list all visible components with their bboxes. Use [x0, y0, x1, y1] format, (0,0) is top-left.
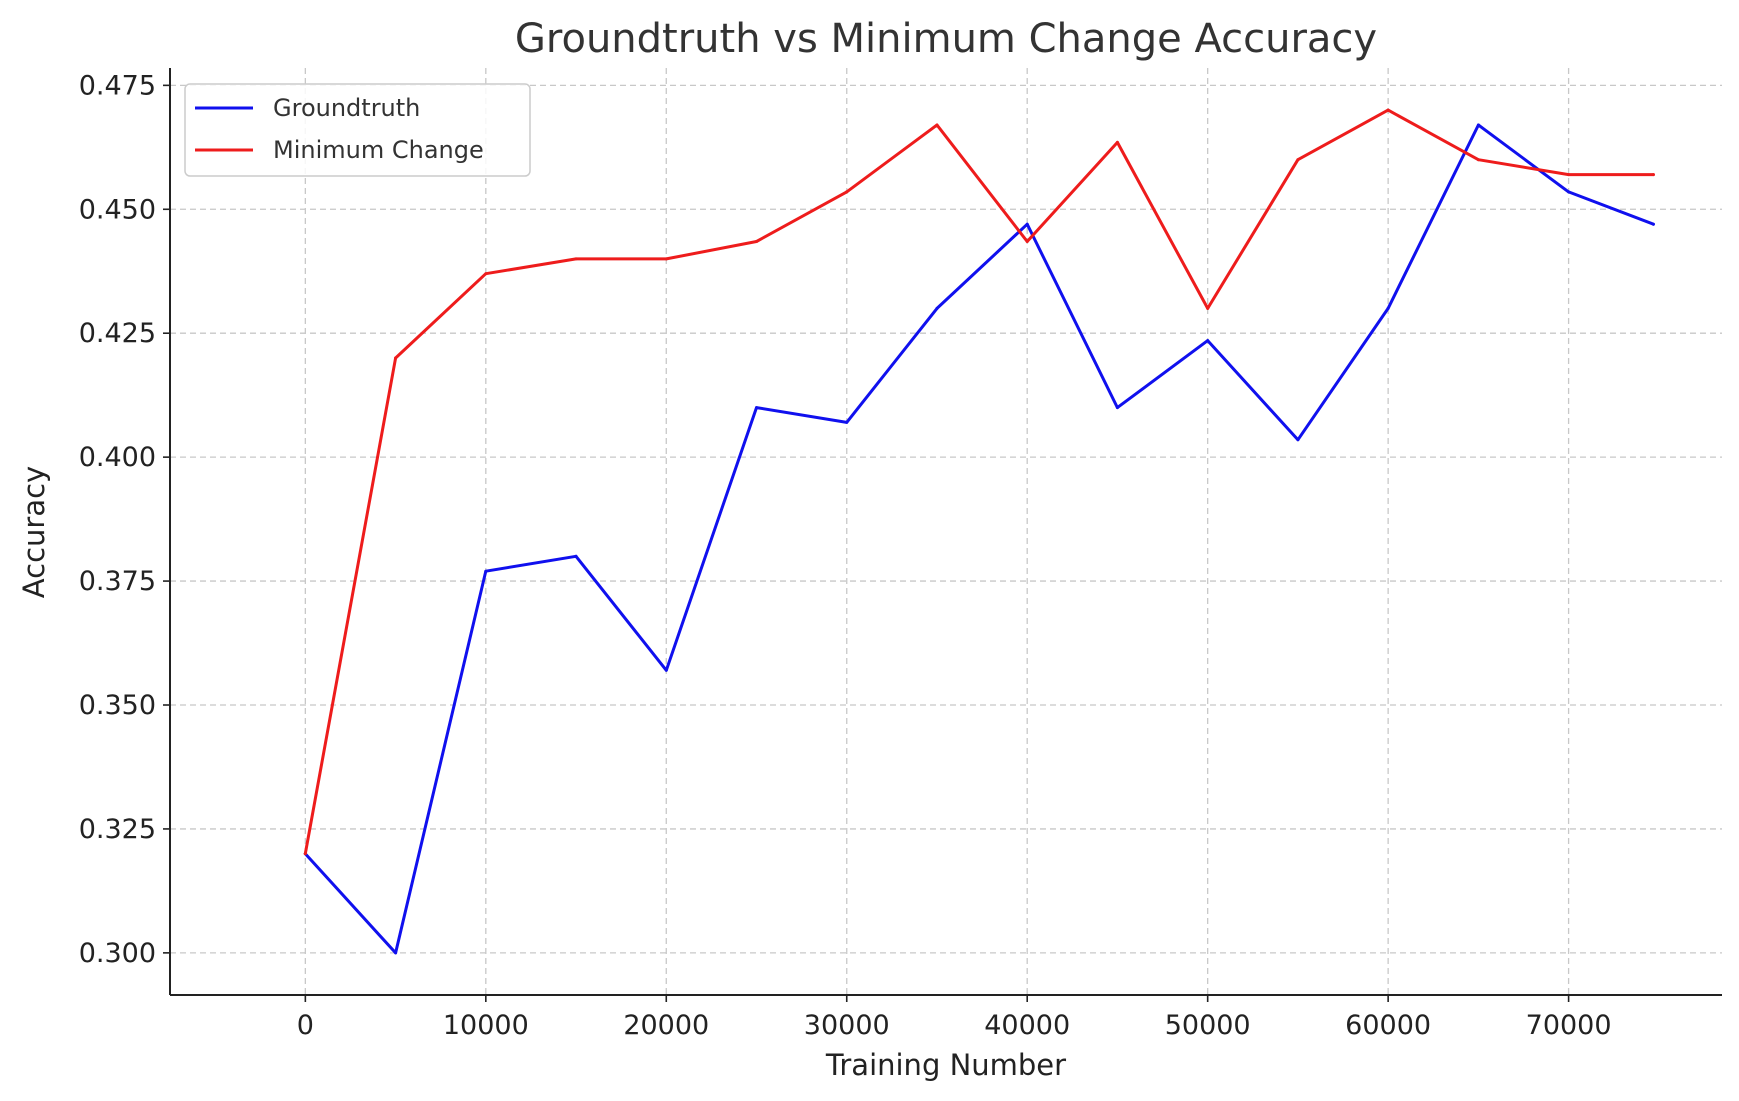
x-tick-label: 70000	[1526, 1010, 1612, 1041]
legend-label-groundtruth: Groundtruth	[273, 94, 420, 122]
y-ticks: 0.300 0.325 0.350 0.375 0.400 0.425 0.450 0.475	[79, 70, 170, 969]
grid	[170, 68, 1722, 995]
x-tick-label: 50000	[1165, 1010, 1251, 1041]
data-point-minimum-change	[755, 240, 758, 243]
x-tick-label: 10000	[443, 1010, 529, 1041]
data-point-groundtruth	[484, 569, 488, 573]
data-point-groundtruth	[1651, 222, 1655, 226]
x-tick-label: 0	[297, 1010, 314, 1041]
y-tick-label: 0.375	[79, 566, 156, 597]
legend-label-minimum-change: Minimum Change	[273, 136, 484, 164]
data-point-minimum-change	[394, 356, 398, 360]
axes	[169, 68, 1722, 996]
chart-title: Groundtruth vs Minimum Change Accuracy	[515, 16, 1377, 62]
y-tick-label: 0.450	[79, 194, 156, 225]
x-axis-label: Training Number	[825, 1048, 1066, 1082]
legend-box	[184, 83, 531, 177]
data-point-groundtruth	[845, 420, 849, 424]
series-line-minimum-change	[303, 108, 1655, 856]
data-point-minimum-change	[1206, 306, 1210, 310]
data-point-minimum-change	[303, 852, 307, 856]
data-point-groundtruth	[1296, 438, 1300, 442]
data-point-groundtruth	[935, 306, 939, 310]
y-tick-label: 0.325	[79, 814, 156, 845]
y-tick-label: 0.425	[79, 318, 156, 349]
data-point-groundtruth	[1206, 339, 1210, 343]
data-point-groundtruth	[1386, 306, 1390, 310]
x-ticks: 0 10000 20000 30000 40000 50000 60000 70000	[297, 995, 1612, 1041]
data-point-groundtruth	[1567, 190, 1571, 194]
x-tick-label: 60000	[1345, 1010, 1431, 1041]
x-tick-label: 30000	[804, 1010, 890, 1041]
y-tick-label: 0.350	[79, 690, 156, 721]
y-axis-label: Accuracy	[17, 466, 51, 598]
data-point-minimum-change	[845, 190, 849, 194]
data-point-minimum-change	[1025, 240, 1029, 243]
data-point-minimum-change	[484, 272, 488, 276]
data-point-minimum-change	[1115, 140, 1119, 144]
data-point-minimum-change	[1386, 108, 1390, 112]
x-tick-label: 20000	[623, 1010, 709, 1041]
y-tick-label: 0.400	[79, 442, 156, 473]
data-point-minimum-change	[574, 257, 578, 261]
data-point-groundtruth	[1115, 406, 1119, 410]
data-point-minimum-change	[664, 257, 668, 261]
data-point-minimum-change	[935, 123, 939, 127]
data-point-groundtruth	[755, 406, 758, 410]
y-tick-label: 0.475	[79, 70, 156, 101]
series-lines	[303, 108, 1655, 955]
data-point-minimum-change	[1651, 173, 1655, 177]
data-point-groundtruth	[664, 668, 668, 672]
data-point-groundtruth	[394, 951, 398, 955]
data-point-groundtruth	[574, 554, 578, 558]
legend: Groundtruth Minimum Change	[184, 83, 531, 177]
data-point-minimum-change	[1567, 173, 1571, 177]
x-tick-label: 40000	[984, 1010, 1070, 1041]
data-point-groundtruth	[1476, 123, 1480, 127]
y-tick-label: 0.300	[79, 938, 156, 969]
data-point-groundtruth	[1025, 222, 1029, 226]
data-point-minimum-change	[1476, 158, 1480, 162]
series-line-groundtruth	[303, 123, 1655, 955]
data-point-minimum-change	[1296, 158, 1300, 162]
